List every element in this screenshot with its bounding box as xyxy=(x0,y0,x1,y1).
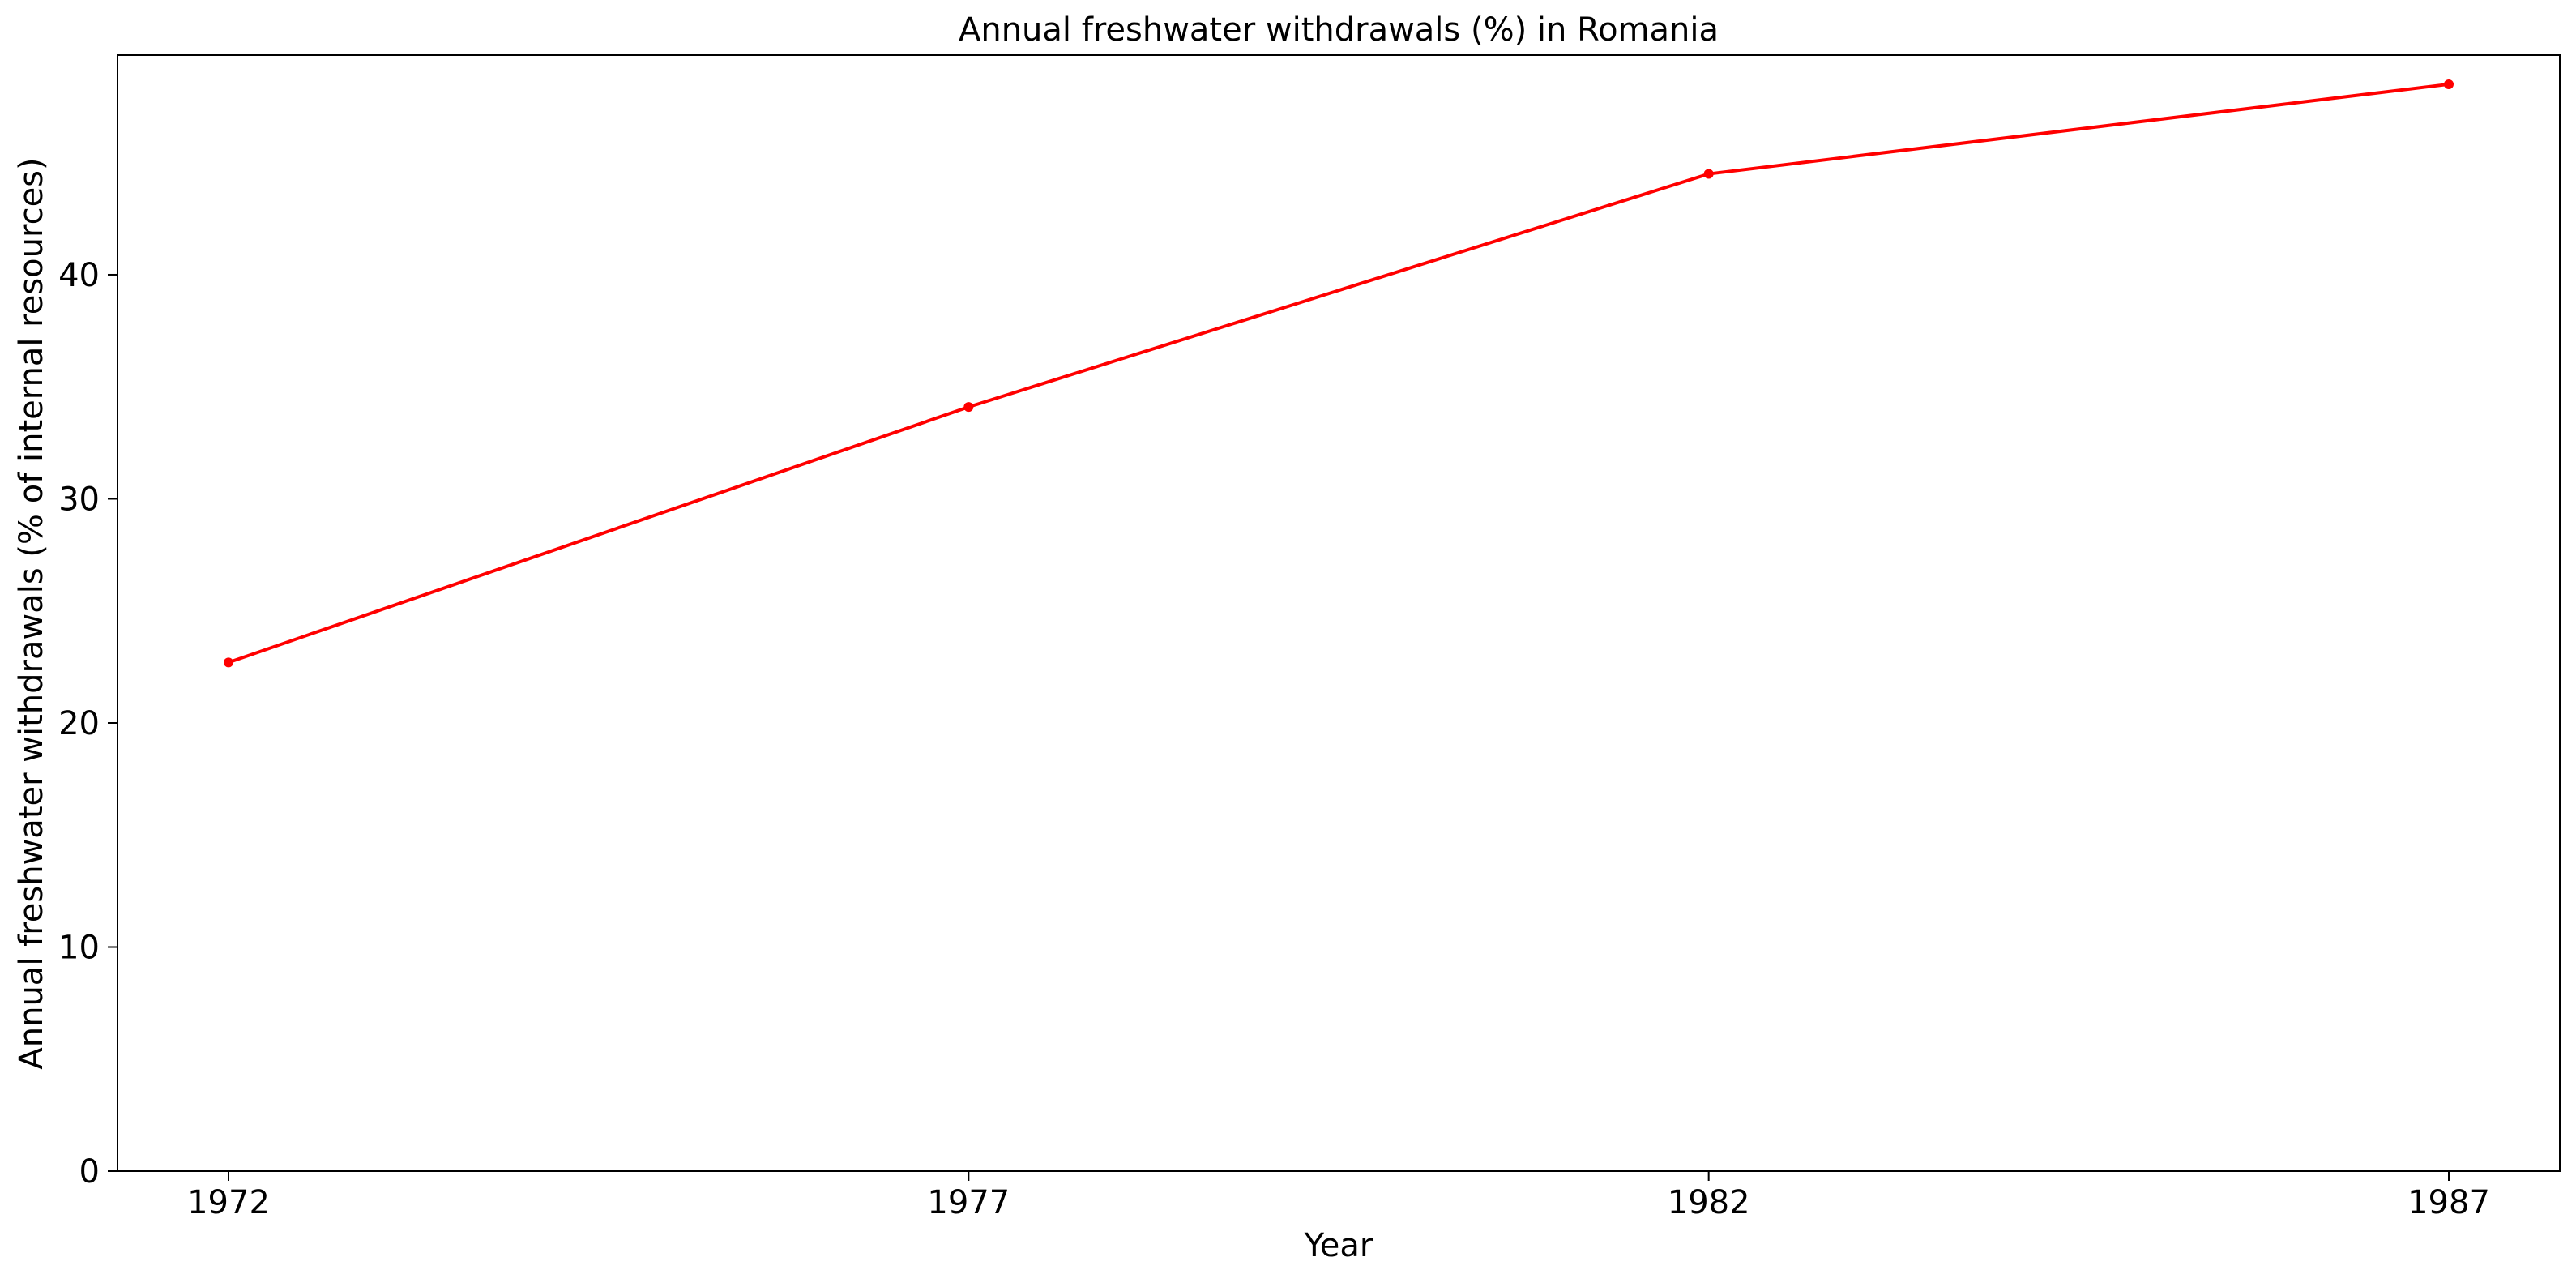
y-tick-label: 30 xyxy=(58,481,100,518)
y-tick-label: 20 xyxy=(58,705,100,742)
x-axis-ticks: 1972 1977 1982 1987 xyxy=(187,1171,2490,1221)
series-line xyxy=(227,82,2450,665)
x-tick-label: 1977 xyxy=(927,1184,1010,1221)
x-tick-label: 1982 xyxy=(1668,1184,1750,1221)
y-tick-label: 10 xyxy=(58,929,100,966)
data-point xyxy=(2444,79,2454,89)
y-tick-label: 0 xyxy=(79,1153,100,1191)
data-point xyxy=(963,402,974,413)
y-axis-ticks: 0 10 20 30 40 xyxy=(58,257,117,1191)
plot-area xyxy=(117,54,2561,1172)
y-axis-label: Annual freshwater withdrawals (% of inte… xyxy=(13,157,50,1069)
y-tick-label: 40 xyxy=(58,257,100,294)
data-point xyxy=(1703,169,1714,179)
plot-frame xyxy=(117,54,2561,1172)
x-tick-label: 1987 xyxy=(2407,1184,2490,1221)
x-tick-label: 1972 xyxy=(187,1184,270,1221)
x-axis-label: Year xyxy=(1304,1227,1373,1264)
data-point xyxy=(224,657,233,668)
chart-title: Annual freshwater withdrawals (%) in Rom… xyxy=(959,11,1719,49)
